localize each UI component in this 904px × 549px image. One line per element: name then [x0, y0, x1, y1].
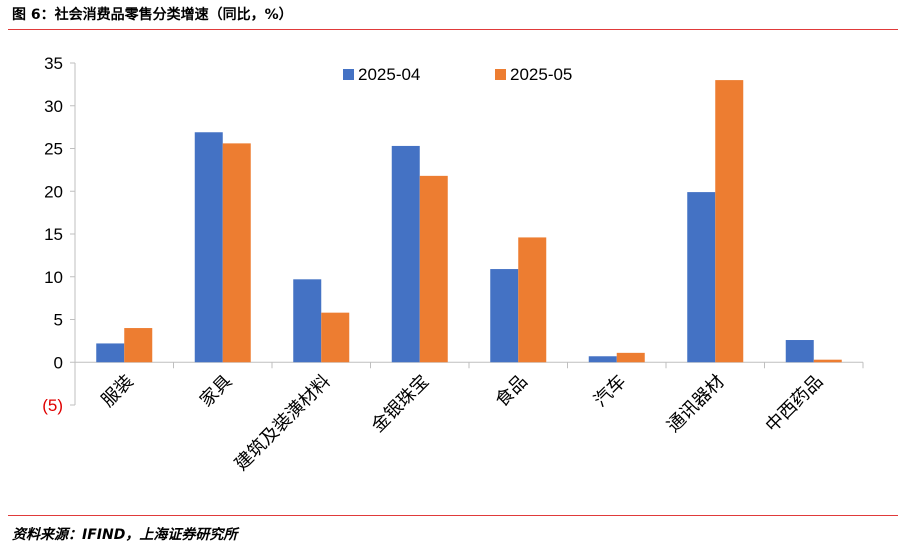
bar-2025-04 [588, 356, 617, 363]
bar-2025-05 [222, 143, 251, 363]
bar-2025-04 [96, 343, 125, 363]
source-note: 资料来源：IFIND，上海证券研究所 [12, 527, 238, 543]
y-tick-label: 25 [44, 140, 63, 159]
bar-2025-05 [616, 352, 645, 363]
bar-2025-05 [124, 328, 153, 363]
x-tick-label: 中西药品 [762, 371, 828, 437]
x-tick-label: 通讯器材 [663, 371, 729, 437]
chart-title: 图 6：社会消费品零售分类增速（同比，%） [12, 7, 293, 23]
legend: 2025-04 2025-05 [343, 65, 572, 84]
y-tick-label: 0 [54, 353, 63, 372]
y-tick-label: 10 [44, 268, 63, 287]
y-tick-label: (5) [42, 396, 63, 415]
x-tick-label: 食品 [491, 371, 531, 411]
title-rule [8, 29, 898, 30]
x-tick-label: 服装 [97, 371, 137, 411]
bar-2025-05 [715, 80, 744, 363]
legend-swatch [495, 69, 506, 80]
bar-2025-05 [419, 175, 448, 363]
bar-2025-05 [518, 237, 547, 363]
bar-2025-04 [785, 340, 814, 363]
x-tick-label: 金银珠宝 [368, 371, 434, 437]
legend-label: 2025-04 [358, 65, 420, 84]
bar-2025-04 [391, 145, 420, 363]
bar-2025-05 [813, 359, 842, 363]
legend-label: 2025-05 [510, 65, 572, 84]
bar-2025-05 [321, 312, 350, 363]
y-tick-label: 35 [44, 54, 63, 73]
bar-2025-04 [490, 269, 519, 363]
legend-swatch [343, 69, 354, 80]
bars [96, 80, 842, 363]
source-rule [8, 515, 898, 516]
bar-2025-04 [194, 132, 223, 363]
x-tick-label: 家具 [196, 371, 236, 411]
x-tick-label: 建筑及装潢材料 [231, 371, 335, 475]
y-tick-label: 20 [44, 182, 63, 201]
bar-2025-04 [293, 279, 322, 363]
y-tick-label: 30 [44, 97, 63, 116]
y-tick-label: 5 [54, 311, 63, 330]
x-tick-label: 汽车 [590, 371, 630, 411]
y-axis: 35 30 25 20 15 10 5 0 (5) [42, 54, 76, 415]
y-tick-label: 15 [44, 225, 63, 244]
bar-2025-04 [687, 192, 716, 363]
